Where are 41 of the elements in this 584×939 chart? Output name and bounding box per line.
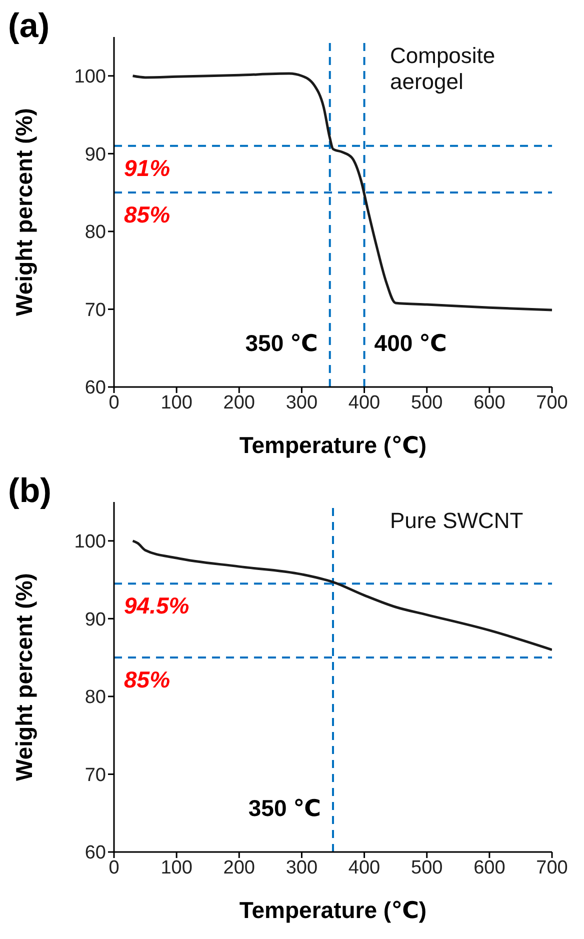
ref-line-label: 400 ℃ — [374, 330, 447, 356]
annotation: Pure SWCNT — [390, 508, 524, 534]
chart-title: (b) — [8, 472, 52, 510]
x-tick-label: 700 — [536, 857, 568, 878]
x-tick-label: 500 — [411, 857, 443, 878]
x-tick-label: 300 — [286, 392, 318, 414]
y-tick-label: 80 — [84, 687, 106, 708]
ref-line-label: 85% — [124, 666, 170, 693]
ref-line-label: 85% — [124, 202, 170, 228]
ref-line-label: 91% — [124, 154, 170, 181]
y-tick-label: 70 — [84, 764, 106, 786]
y-tick-label: 90 — [84, 144, 106, 166]
ref-line-label: 350 ℃ — [245, 330, 318, 356]
x-tick-label: 300 — [286, 857, 318, 878]
x-tick-label: 400 — [348, 392, 380, 414]
x-tick-label: 100 — [160, 857, 192, 878]
y-axis-title: Weight percent (%) — [11, 573, 38, 781]
x-tick-label: 0 — [108, 857, 120, 878]
y-tick-label: 60 — [84, 378, 106, 399]
y-tick-label: 100 — [74, 66, 106, 88]
y-tick-label: 70 — [84, 300, 106, 321]
x-tick-label: 500 — [411, 392, 443, 414]
y-tick-label: 80 — [84, 222, 106, 244]
x-tick-label: 100 — [160, 392, 192, 414]
x-tick-label: 200 — [223, 392, 255, 414]
x-axis-title: Temperature (℃) — [239, 897, 427, 923]
chart-title: (a) — [8, 7, 50, 45]
x-tick-label: 0 — [108, 392, 120, 414]
x-tick-label: 600 — [474, 392, 506, 414]
y-tick-label: 60 — [84, 842, 106, 864]
x-tick-label: 200 — [223, 857, 255, 878]
x-axis-title: Temperature (℃) — [239, 432, 427, 458]
ref-line-label: 350 ℃ — [248, 795, 321, 821]
y-tick-label: 100 — [74, 532, 106, 553]
x-tick-label: 600 — [474, 857, 506, 878]
x-tick-label: 400 — [348, 857, 380, 878]
x-tick-label: 700 — [536, 392, 568, 414]
y-tick-label: 90 — [84, 609, 106, 630]
annotation: Composite aerogel — [390, 43, 496, 95]
ref-line-label: 94.5% — [124, 592, 190, 619]
y-axis-title: Weight percent (%) — [11, 108, 38, 316]
